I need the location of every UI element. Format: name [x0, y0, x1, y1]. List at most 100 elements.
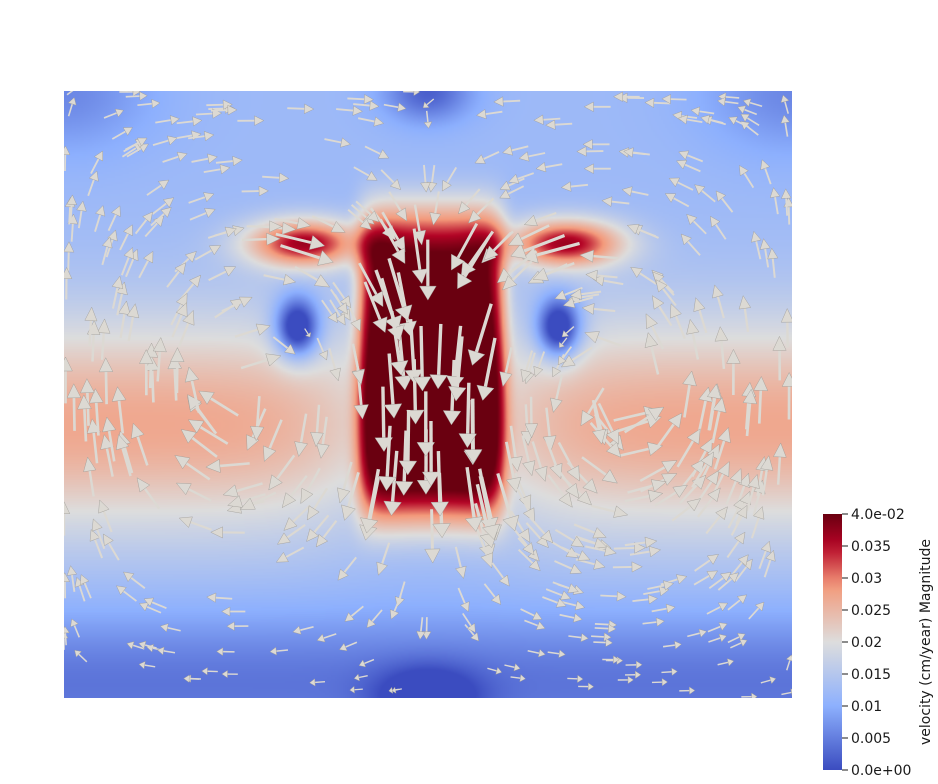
velocity-arrow-head: [729, 468, 742, 484]
velocity-arrow-head: [132, 91, 141, 97]
velocity-arrow-head: [266, 232, 281, 246]
velocity-arrow-head: [305, 331, 312, 338]
velocity-arrow-shaft: [473, 303, 493, 358]
velocity-arrow-head: [224, 226, 237, 238]
velocity-arrow-shaft: [683, 379, 692, 418]
velocity-arrow-head: [769, 187, 781, 198]
velocity-arrow-head: [495, 666, 503, 675]
velocity-arrow-head: [64, 501, 71, 514]
velocity-arrow-head: [269, 220, 283, 233]
velocity-arrow-head: [102, 236, 113, 249]
velocity-arrow-shaft: [106, 425, 116, 462]
velocity-arrow-head: [189, 274, 202, 288]
velocity-arrow-head: [737, 554, 749, 566]
velocity-arrow-head: [717, 426, 731, 444]
velocity-arrow-shaft: [412, 228, 423, 276]
velocity-arrow-shaft: [82, 403, 88, 442]
velocity-arrow-head: [221, 606, 231, 617]
velocity-arrow-head: [710, 215, 721, 228]
velocity-arrow-head: [558, 649, 566, 658]
velocity-arrow-head: [700, 114, 710, 125]
velocity-arrow-head: [353, 404, 369, 420]
velocity-arrow-shaft: [436, 323, 443, 381]
velocity-arrow-head: [84, 306, 98, 322]
velocity-arrow-head: [718, 622, 728, 631]
velocity-arrow-head: [429, 374, 448, 390]
velocity-arrow-head: [351, 369, 365, 386]
velocity-arrow-shaft: [757, 384, 763, 424]
velocity-arrow-head: [613, 505, 629, 518]
velocity-arrow-head: [738, 295, 752, 310]
velocity-arrow-head: [412, 376, 432, 392]
velocity-arrow-shaft: [91, 427, 99, 464]
velocity-arrow-head: [455, 565, 467, 579]
velocity-arrow-head: [350, 318, 361, 332]
velocity-arrow-shaft: [530, 241, 581, 259]
velocity-arrow-head: [753, 506, 765, 520]
velocity-arrow-shaft: [478, 475, 494, 532]
velocity-arrow-head: [593, 558, 606, 570]
velocity-arrow-head: [337, 302, 348, 315]
velocity-arrow-head: [152, 337, 167, 353]
velocity-arrow-head: [785, 654, 792, 662]
velocity-arrow-head: [582, 139, 593, 150]
velocity-arrow-head: [686, 428, 701, 445]
velocity-arrow-shaft: [298, 413, 308, 449]
velocity-arrow-head: [114, 108, 124, 118]
velocity-arrow-shaft: [214, 462, 250, 468]
velocity-arrow-head: [64, 267, 73, 279]
velocity-arrow-head: [613, 91, 623, 102]
velocity-arrow-head: [66, 383, 82, 399]
velocity-arrow-head: [265, 353, 282, 367]
velocity-arrow-head: [522, 460, 536, 477]
velocity-arrow-shaft: [653, 418, 679, 451]
velocity-arrow-head: [316, 633, 326, 643]
velocity-arrow-head: [507, 232, 525, 246]
plot-area[interactable]: [59, 84, 797, 701]
velocity-arrow-head: [780, 188, 792, 199]
velocity-arrow-head: [159, 623, 169, 633]
velocity-arrow-shaft: [613, 410, 651, 422]
velocity-arrow-head: [686, 498, 701, 512]
velocity-arrow-head: [534, 465, 548, 482]
velocity-arrow-head: [97, 318, 111, 334]
velocity-arrow-head: [448, 386, 467, 402]
velocity-arrow-head: [592, 527, 607, 539]
velocity-arrow-head: [183, 674, 190, 683]
velocity-arrow-head: [524, 423, 539, 439]
velocity-arrow-head: [577, 674, 584, 683]
velocity-arrow-head: [383, 500, 402, 517]
velocity-arrow-head: [661, 678, 668, 687]
velocity-arrow-head: [523, 214, 538, 227]
velocity-arrow-head: [689, 686, 696, 695]
velocity-arrow-head: [304, 103, 315, 114]
velocity-arrow-head: [554, 289, 567, 300]
magnitude-heatmap: [64, 91, 792, 698]
colorbar-tick-label: 0.005: [851, 731, 891, 747]
velocity-arrow-head: [269, 646, 277, 656]
velocity-arrow-shaft: [460, 236, 490, 283]
velocity-arrow-head: [205, 458, 221, 473]
velocity-arrow-head: [372, 316, 388, 333]
velocity-arrow-head: [664, 193, 677, 203]
velocity-arrow-shaft: [412, 359, 418, 416]
velocity-arrow-shaft: [504, 441, 517, 485]
velocity-arrow-head: [532, 267, 549, 281]
velocity-arrow-head: [184, 366, 200, 383]
velocity-arrow-head: [136, 477, 151, 493]
velocity-arrow-head: [560, 590, 572, 601]
velocity-arrow-head: [458, 201, 471, 215]
velocity-arrow-head: [98, 357, 114, 373]
velocity-arrow-head: [677, 114, 688, 125]
velocity-arrow-head: [630, 266, 643, 278]
velocity-arrow-head: [64, 356, 73, 372]
velocity-arrow-head: [528, 559, 541, 571]
velocity-arrow-head: [187, 419, 205, 434]
velocity-arrow-head: [552, 366, 562, 378]
velocity-arrow-head: [606, 441, 622, 458]
velocity-arrow-head: [533, 366, 544, 378]
velocity-arrow-shaft: [345, 471, 360, 513]
colorbar-tick-label: 0.03: [851, 571, 882, 587]
velocity-arrow-head: [513, 663, 521, 672]
